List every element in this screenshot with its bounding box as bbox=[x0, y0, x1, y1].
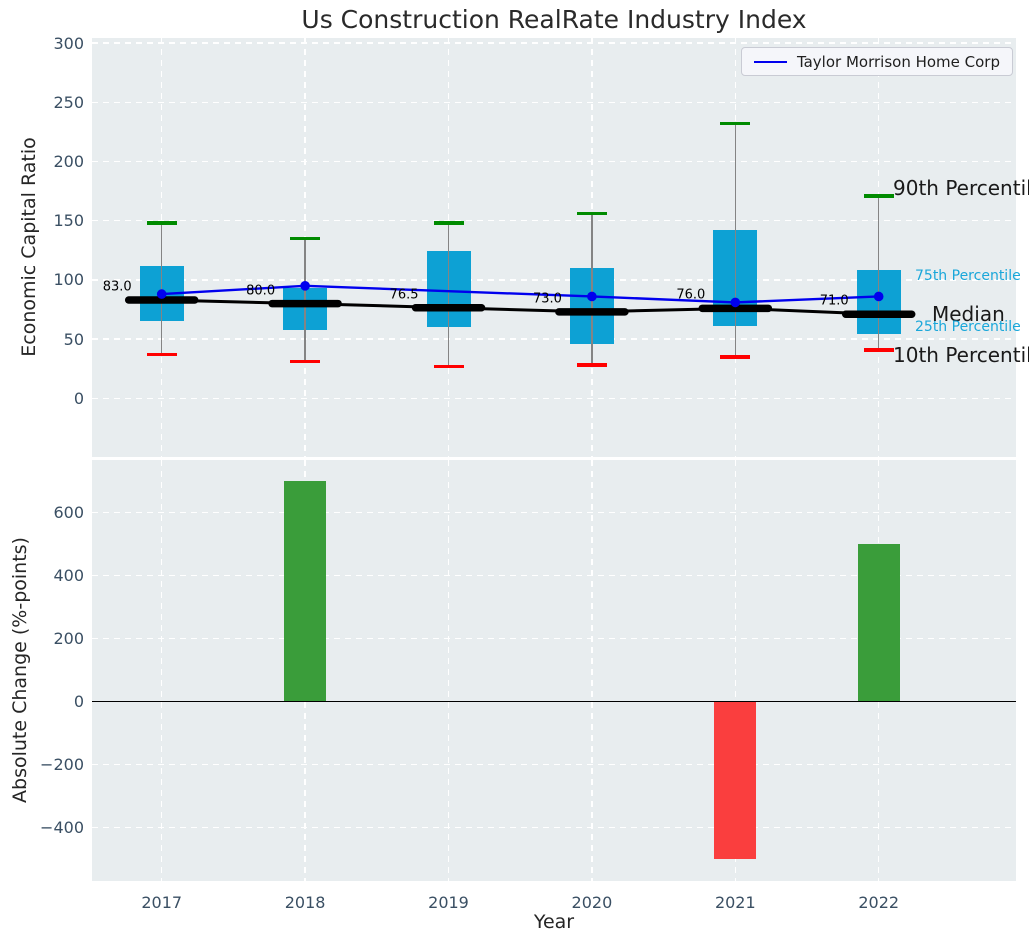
gridline-h bbox=[92, 220, 1016, 222]
p90-cap-2020 bbox=[576, 211, 607, 216]
ytick-top-200: 200 bbox=[53, 152, 84, 171]
whisker-2022 bbox=[877, 195, 880, 350]
p10-cap-2017 bbox=[146, 352, 177, 357]
gridline-h bbox=[92, 42, 1016, 44]
company-point-2022 bbox=[873, 291, 884, 302]
xtick-2018: 2018 bbox=[284, 893, 326, 912]
gridline-h bbox=[92, 512, 1016, 514]
median-annotation-2021: 76.0 bbox=[676, 287, 706, 303]
side-label-10th-percentile: 10th Percentile bbox=[893, 342, 1029, 367]
legend-label: Taylor Morrison Home Corp bbox=[796, 52, 1000, 71]
bar-2021 bbox=[714, 701, 757, 860]
ytick-top-150: 150 bbox=[53, 211, 84, 231]
p90-cap-2019 bbox=[433, 221, 464, 225]
p10-cap-2022 bbox=[863, 347, 894, 352]
legend-line-icon bbox=[753, 60, 787, 63]
p10-cap-2018 bbox=[290, 359, 321, 364]
gridline-v bbox=[591, 460, 593, 881]
company-point-2018 bbox=[300, 281, 310, 291]
bar-2022 bbox=[857, 544, 900, 702]
lines-layer bbox=[124, 281, 916, 318]
xtick-2017: 2017 bbox=[141, 893, 183, 912]
xtick-2019: 2019 bbox=[428, 893, 469, 912]
company-point-2017 bbox=[156, 289, 167, 299]
company-point-2021 bbox=[730, 297, 741, 308]
ytick-bottom-0: 0 bbox=[73, 692, 84, 712]
zero-line bbox=[92, 700, 1016, 703]
median-annotation-2018: 80.0 bbox=[246, 283, 276, 299]
p10-cap-2021 bbox=[720, 355, 751, 359]
median-annotation-2019: 76.5 bbox=[389, 287, 419, 303]
p90-cap-2022 bbox=[863, 194, 894, 198]
p90-cap-2017 bbox=[146, 221, 177, 225]
ytick-top-0: 0 bbox=[73, 388, 84, 408]
gridline-h bbox=[92, 397, 1016, 399]
p90-cap-2018 bbox=[290, 236, 321, 241]
gridline-h bbox=[92, 160, 1016, 163]
gridline-h bbox=[92, 827, 1016, 829]
whisker-2021 bbox=[734, 123, 737, 357]
ytick-bottom-−400: −400 bbox=[40, 818, 84, 838]
ytick-top-100: 100 bbox=[53, 270, 84, 290]
gridline-h bbox=[92, 764, 1016, 766]
side-label-median: Median bbox=[932, 301, 1005, 326]
company-point-2020 bbox=[587, 291, 597, 302]
ytick-bottom-600: 600 bbox=[53, 503, 84, 523]
gridline-h bbox=[92, 638, 1016, 640]
median-annotation-2017: 83.0 bbox=[102, 279, 132, 295]
whisker-2020 bbox=[591, 213, 593, 366]
gridline-h bbox=[92, 279, 1016, 281]
gridline-v bbox=[161, 460, 163, 881]
whisker-2017 bbox=[160, 223, 163, 355]
gridline-v bbox=[734, 460, 736, 881]
median-annotation-2022: 71.0 bbox=[819, 293, 849, 309]
chart-title: Us Construction RealRate Industry Index bbox=[301, 5, 807, 34]
p90-cap-2021 bbox=[720, 121, 751, 126]
xtick-2020: 2020 bbox=[571, 893, 613, 912]
ytick-top-300: 300 bbox=[53, 33, 84, 53]
gridline-v bbox=[447, 460, 450, 881]
bar-2018 bbox=[284, 481, 327, 702]
top-axes: 83.0 80.0 76.5 73.0 76.0 71.0 90th Percentile 7… bbox=[92, 38, 1029, 457]
side-label-90th-percentile: 90th Percentile bbox=[893, 175, 1029, 200]
x-axis-label: Year bbox=[533, 911, 575, 933]
p10-cap-2020 bbox=[576, 363, 607, 367]
side-label-25th-percentile: 25th Percentile bbox=[915, 319, 1021, 336]
p10-cap-2019 bbox=[433, 364, 464, 369]
ytick-bottom-−200: −200 bbox=[40, 755, 84, 775]
side-label-75th-percentile: 75th Percentile bbox=[915, 267, 1021, 284]
gridline-h bbox=[92, 101, 1016, 103]
xtick-2021: 2021 bbox=[714, 893, 756, 912]
whisker-2019 bbox=[447, 223, 450, 367]
ytick-top-50: 50 bbox=[63, 329, 84, 349]
gridline-h bbox=[92, 575, 1016, 577]
bottom-axes bbox=[92, 460, 1016, 881]
xtick-2022: 2022 bbox=[858, 893, 900, 912]
ytick-top-250: 250 bbox=[53, 92, 84, 112]
gridline-h bbox=[92, 338, 1016, 340]
ytick-bottom-400: 400 bbox=[53, 566, 84, 586]
median-annotation-2020: 73.0 bbox=[532, 291, 562, 307]
legend: Taylor Morrison Home Corp bbox=[740, 47, 1013, 76]
ytick-bottom-200: 200 bbox=[53, 629, 84, 649]
